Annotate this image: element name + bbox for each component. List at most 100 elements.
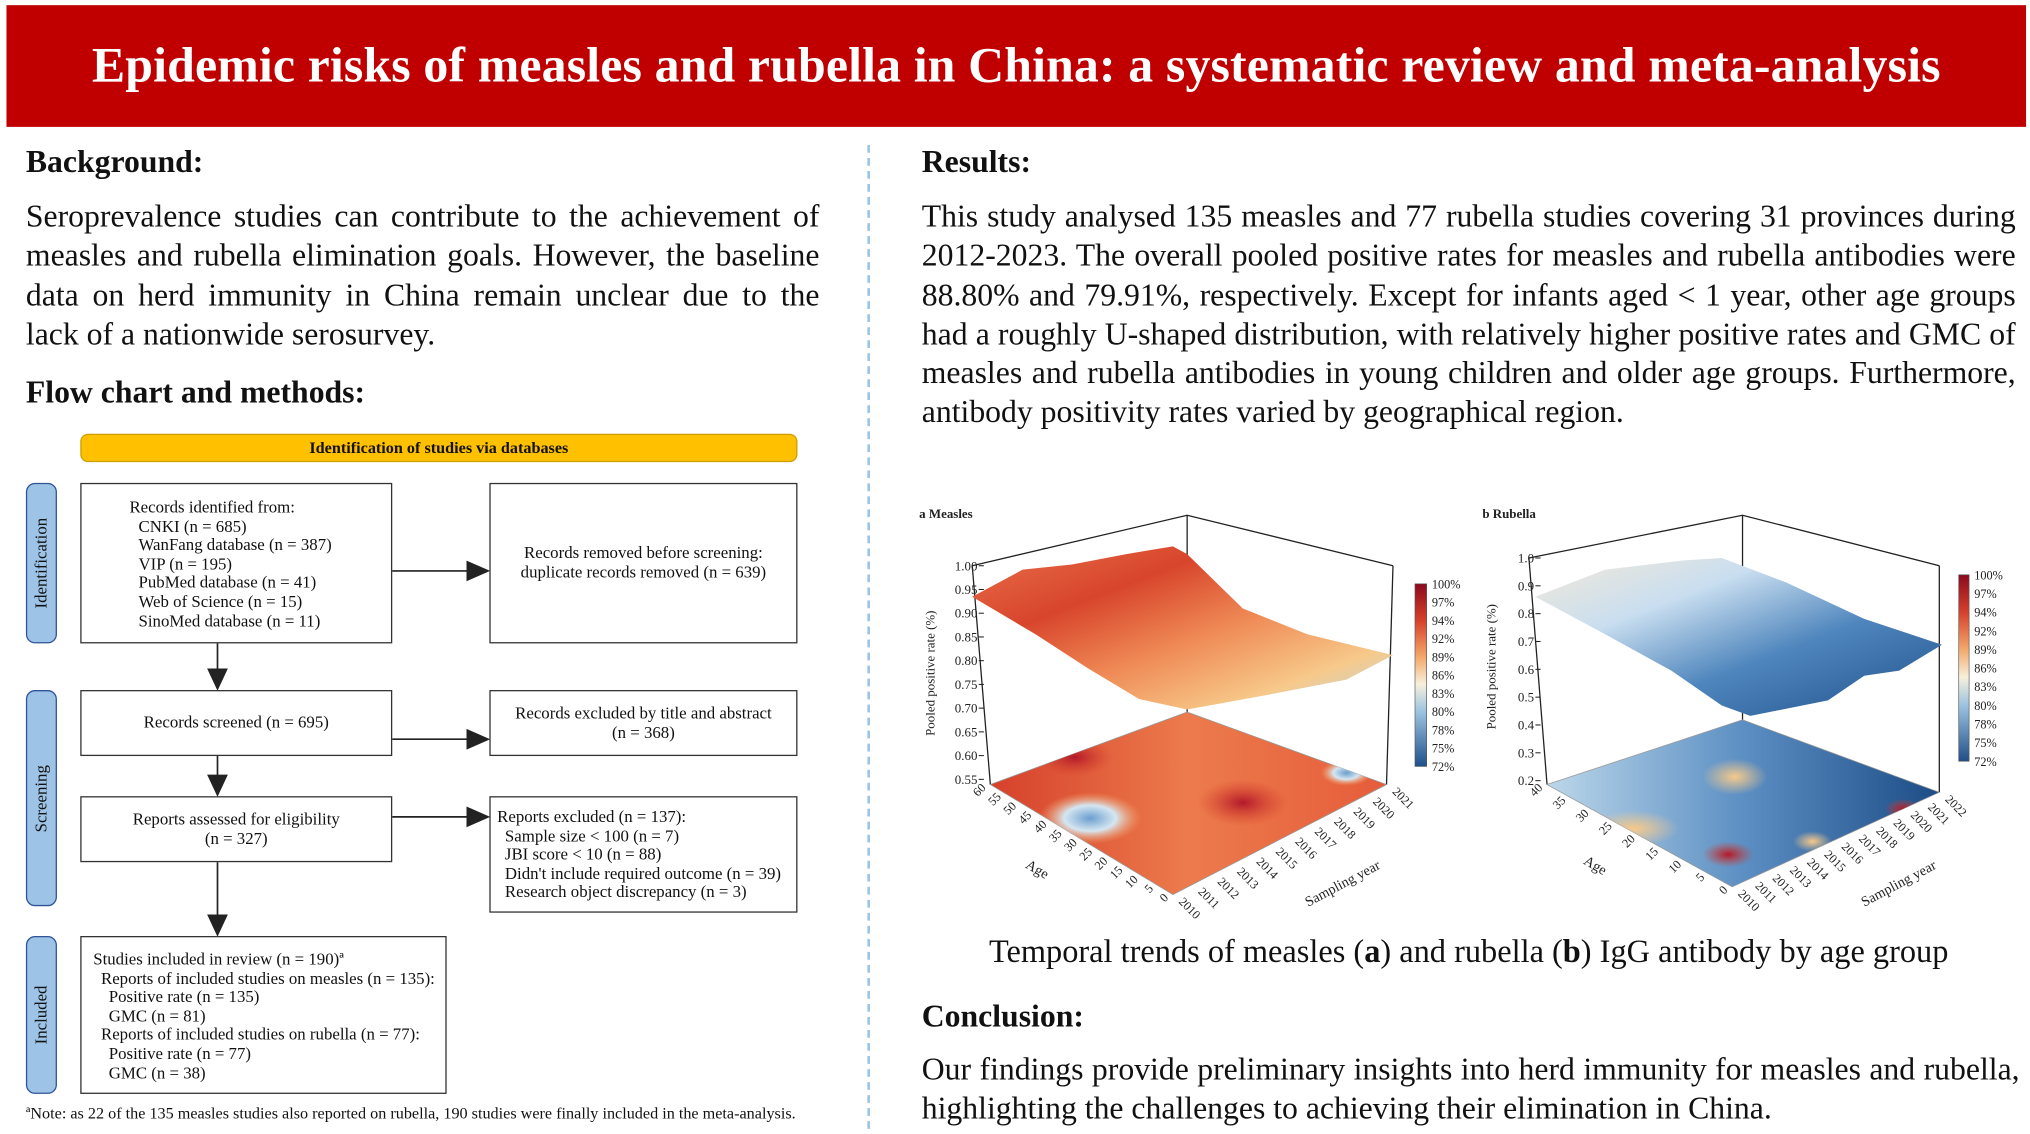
stage-included: Included	[25, 935, 57, 1094]
flow-line: PubMed database (n = 41)	[138, 572, 317, 593]
y-tick-label: 0.60	[955, 748, 978, 763]
colorbar-label: 94%	[1432, 614, 1455, 628]
heatmap-projection	[1546, 719, 1941, 888]
flowchart-note: ªNote: as 22 of the 135 measles studies …	[25, 1104, 796, 1123]
colorbar-label: 75%	[1974, 736, 1997, 750]
flow-line: VIP (n = 195)	[138, 553, 233, 574]
colorbar-label: 72%	[1432, 760, 1455, 774]
flow-line: JBI score < 10 (n = 88)	[504, 844, 662, 864]
methods-heading: Flow chart and methods:	[25, 375, 366, 411]
colorbar-label: 100%	[1432, 577, 1461, 591]
y-tick-label: 0.6	[1518, 662, 1535, 677]
surface-plot	[972, 546, 1393, 710]
flow-line: Positive rate (n = 77)	[108, 1043, 251, 1063]
chart-title: a Measles	[919, 506, 973, 521]
studies-included-box: Studies included in review (n = 190)ª Rep…	[80, 935, 447, 1094]
y-tick-label: 0.75	[955, 677, 978, 692]
flow-line: Reports excluded (n = 137):	[497, 806, 687, 826]
heatmap-region	[1197, 779, 1289, 826]
left-vertical-axis	[971, 565, 992, 785]
figure-3d-surfaces: a Measles1.000.950.900.850.800.750.700.6…	[919, 506, 2003, 922]
flow-line: Web of Science (n = 15)	[138, 591, 303, 612]
z-axis-label: Sampling year	[1303, 857, 1384, 910]
colorbar-label: 89%	[1974, 643, 1997, 657]
y-tick-label: 0.8	[1518, 606, 1534, 621]
age-tick-label: 0	[1157, 891, 1171, 905]
x-axis-label: Age	[1581, 853, 1610, 879]
y-tick-label: 0.2	[1518, 773, 1534, 788]
flow-line: GMC (n = 38)	[108, 1062, 206, 1082]
colorbar-label: 92%	[1432, 632, 1455, 646]
y-tick-label: 1.00	[955, 558, 978, 573]
y-tick-label: 0.7	[1518, 634, 1535, 649]
x-axis-label: Age	[1023, 857, 1052, 883]
flow-line: CNKI (n = 685)	[138, 516, 247, 536]
stage-screening: Screening	[25, 690, 57, 907]
age-tick-label: 30	[1573, 806, 1592, 825]
background-text: Seroprevalence studies can contribute to…	[25, 199, 820, 352]
flow-line: Studies included in review (n = 190)ª	[93, 948, 344, 969]
y-tick-label: 0.4	[1518, 718, 1535, 733]
left-vertical-axis	[1528, 557, 1548, 785]
z-axis-label: Sampling year	[1859, 857, 1940, 910]
flow-line: Sample size < 100 (n = 7)	[504, 825, 680, 845]
y-tick-label: 0.95	[955, 582, 978, 597]
reports-excluded-box: Reports excluded (n = 137): Sample size <…	[489, 796, 798, 913]
colorbar-label: 86%	[1974, 662, 1997, 676]
colorbar	[1414, 583, 1427, 767]
age-tick-label: 10	[1122, 872, 1141, 891]
colorbar-label: 75%	[1432, 742, 1455, 756]
records-excluded-box: Records excluded by title and abstract (n…	[489, 690, 798, 757]
poster-title: Epidemic risks of measles and rubella in…	[91, 38, 1941, 94]
flow-line: Didn't include required outcome (n = 39)	[504, 863, 782, 883]
y-tick-label: 0.3	[1518, 745, 1534, 760]
colorbar-label: 80%	[1432, 705, 1455, 719]
y-tick-label: 0.65	[955, 724, 978, 739]
age-tick-label: 25	[1596, 819, 1615, 838]
colorbar-label: 92%	[1974, 624, 1997, 638]
y-tick-label: 0.85	[955, 629, 978, 644]
colorbar-label: 86%	[1432, 669, 1455, 683]
colorbar-label: 78%	[1974, 717, 1997, 731]
y-tick-label: 0.5	[1518, 690, 1534, 705]
heatmap-region	[1702, 758, 1768, 795]
colorbar-label: 97%	[1432, 596, 1455, 610]
year-tick-label: 2010	[1176, 895, 1203, 922]
age-tick-label: 15	[1642, 845, 1661, 864]
age-tick-label: 5	[1142, 882, 1156, 896]
y-tick-label: 0.90	[955, 606, 978, 621]
records-screened-box: Records screened (n = 695)	[80, 690, 393, 757]
colorbar-label: 100%	[1974, 568, 2003, 582]
age-tick-label: 20	[1619, 832, 1638, 851]
background-heading: Background:	[25, 144, 204, 180]
y-tick-label: 0.55	[955, 772, 978, 787]
identification-banner: Identification of studies via databases	[80, 433, 798, 463]
y-tick-label: 0.80	[955, 653, 978, 668]
flow-line: SinoMed database (n = 11)	[138, 610, 321, 630]
flow-line: WanFang database (n = 387)	[138, 534, 332, 555]
records-removed-box: Records removed before screening: duplica…	[489, 482, 798, 644]
right-vertical-edge	[1385, 565, 1394, 785]
conclusion-text: Our findings provide preliminary insight…	[921, 1052, 2020, 1127]
colorbar	[1958, 574, 1970, 762]
flowchart-arrows	[207, 560, 491, 937]
figure-caption: Temporal trends of measles (a) and rubel…	[988, 934, 1949, 970]
heatmap-region	[1035, 737, 1114, 777]
reports-assessed-box: Reports assessed for eligibility (n = 327…	[80, 796, 393, 863]
colorbar-label: 83%	[1974, 680, 1997, 694]
colorbar-label: 78%	[1432, 723, 1455, 737]
age-tick-label: 10	[1666, 857, 1685, 876]
records-identified-box: Records identified from: CNKI (n = 685) W…	[80, 482, 393, 644]
results-text: This study analysed 135 measles and 77 r…	[921, 199, 2016, 431]
column-divider	[867, 144, 870, 1129]
flow-line: Research object discrepancy (n = 3)	[504, 882, 747, 902]
heatmap-region	[1320, 759, 1373, 786]
colorbar-label: 89%	[1432, 650, 1455, 664]
heatmap-region	[1793, 831, 1832, 852]
colorbar-label: 83%	[1432, 687, 1455, 701]
flow-line: Reports of included studies on measles (…	[100, 967, 435, 988]
colorbar-label: 97%	[1974, 587, 1997, 601]
y-axis-label: Pooled positive rate (%)	[923, 610, 938, 735]
flow-line: GMC (n = 81)	[108, 1005, 206, 1026]
back-axis-edges	[1528, 514, 1940, 567]
